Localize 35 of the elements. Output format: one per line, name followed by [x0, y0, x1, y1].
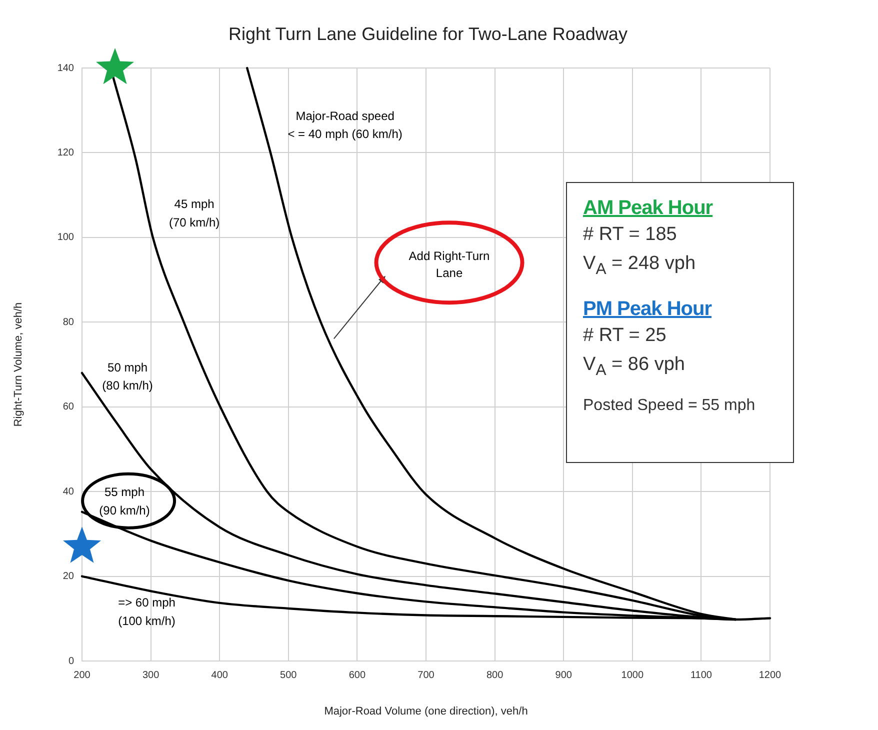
y-tick-label: 80	[62, 316, 74, 328]
series-label: => 60 mph (100 km/h)	[118, 596, 176, 628]
x-tick-label: 1100	[690, 670, 712, 681]
x-tick-label: 500	[280, 670, 298, 681]
y-tick-label: 0	[68, 656, 74, 667]
y-tick-label: 60	[62, 402, 74, 413]
series-label: 50 mph (80 km/h)	[102, 360, 153, 393]
annotation: # RT = 25	[583, 324, 668, 348]
chart-title: Right Turn Lane Guideline for Two-Lane Roadway	[228, 24, 628, 45]
x-tick-label: 600	[348, 670, 366, 681]
x-tick-label: 900	[555, 670, 572, 681]
y-tick-label: 140	[57, 62, 74, 74]
x-tick-label: 300	[142, 670, 160, 681]
series-label: Major-Road speed < = 40 mph (60 km/h)	[288, 108, 402, 142]
annotation: V$_{A}$ = 86 vph	[583, 352, 686, 381]
y-tick-label: 120	[57, 147, 74, 158]
x-tick-label: 1000	[621, 670, 644, 681]
y-tick-label: 20	[62, 571, 74, 582]
annotation: V$_{A}$ = 248 vph	[583, 252, 697, 280]
y-axis-title: Right-Turn Volume, veh/h	[12, 302, 25, 427]
annotation: AM Peak Hour	[583, 197, 714, 220]
x-tick-label: 200	[74, 670, 91, 681]
annotation: Posted Speed = 55 mph	[583, 396, 756, 415]
annotation: # RT = 185	[583, 223, 678, 247]
annotation: Add Right-Turn Lane	[408, 248, 490, 280]
x-tick-label: 800	[486, 670, 504, 681]
annotation: PM Peak Hour	[583, 298, 713, 321]
y-tick-label: 40	[62, 486, 74, 498]
x-tick-label: 1200	[758, 670, 782, 681]
series-label: 45 mph (70 km/h)	[168, 197, 220, 230]
x-tick-label: 400	[211, 670, 228, 681]
x-tick-label: 700	[418, 670, 435, 681]
y-tick-label: 100	[57, 232, 74, 244]
x-axis-title: Major-Road Volume (one direction), veh/h	[324, 705, 528, 718]
series-label: 55 mph (90 km/h)	[99, 485, 150, 518]
